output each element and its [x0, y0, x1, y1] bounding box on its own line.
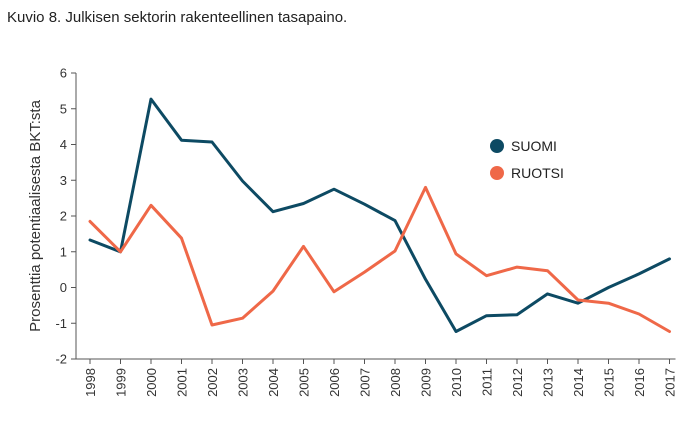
legend-marker-ruotsi [490, 166, 504, 180]
x-tick-label: 2000 [144, 368, 159, 397]
x-tick-label: 2013 [541, 368, 556, 397]
x-tick-label: 2011 [480, 368, 495, 396]
y-tick-label: 2 [60, 209, 67, 224]
x-tick-label: 2006 [327, 368, 342, 397]
x-tick-label: 1998 [83, 368, 98, 397]
x-tick-label: 2017 [663, 368, 678, 397]
x-tick-label: 2002 [205, 368, 220, 397]
series-line-suomi [88, 97, 671, 333]
legend-label-suomi: SUOMI [511, 138, 557, 154]
x-tick-label: 2001 [175, 368, 190, 397]
y-tick-label: 4 [60, 137, 67, 152]
y-tick-label: 1 [60, 244, 67, 259]
y-axis-label: Prosenttia potentiaalisesta BKT:sta [27, 99, 44, 331]
series-line-ruotsi [88, 185, 671, 333]
x-tick-label: 2008 [388, 368, 403, 397]
x-tick-label: 2012 [510, 368, 525, 397]
x-tick-label: 2004 [266, 368, 281, 397]
chart-title: Kuvio 8. Julkisen sektorin rakenteelline… [7, 9, 348, 26]
y-tick-label: 3 [60, 173, 67, 188]
y-tick-label: 5 [60, 101, 67, 116]
x-tick-label: 2009 [419, 368, 434, 397]
y-tick-label: -2 [55, 352, 67, 367]
x-tick-label: 2007 [358, 368, 373, 397]
x-tick-label: 2014 [571, 368, 586, 397]
x-tick-label: 2010 [449, 368, 464, 397]
x-tick-label: 1999 [114, 368, 129, 397]
x-tick-label: 2005 [297, 368, 312, 397]
x-tick-label: 2003 [236, 368, 251, 397]
y-tick-label: -1 [55, 316, 67, 331]
x-tick-label: 2015 [602, 368, 617, 397]
legend-marker-suomi [490, 139, 504, 153]
y-tick-label: 0 [60, 280, 67, 295]
legend-label-ruotsi: RUOTSI [511, 165, 564, 181]
y-tick-label: 6 [60, 66, 67, 81]
x-tick-label: 2016 [632, 368, 647, 397]
